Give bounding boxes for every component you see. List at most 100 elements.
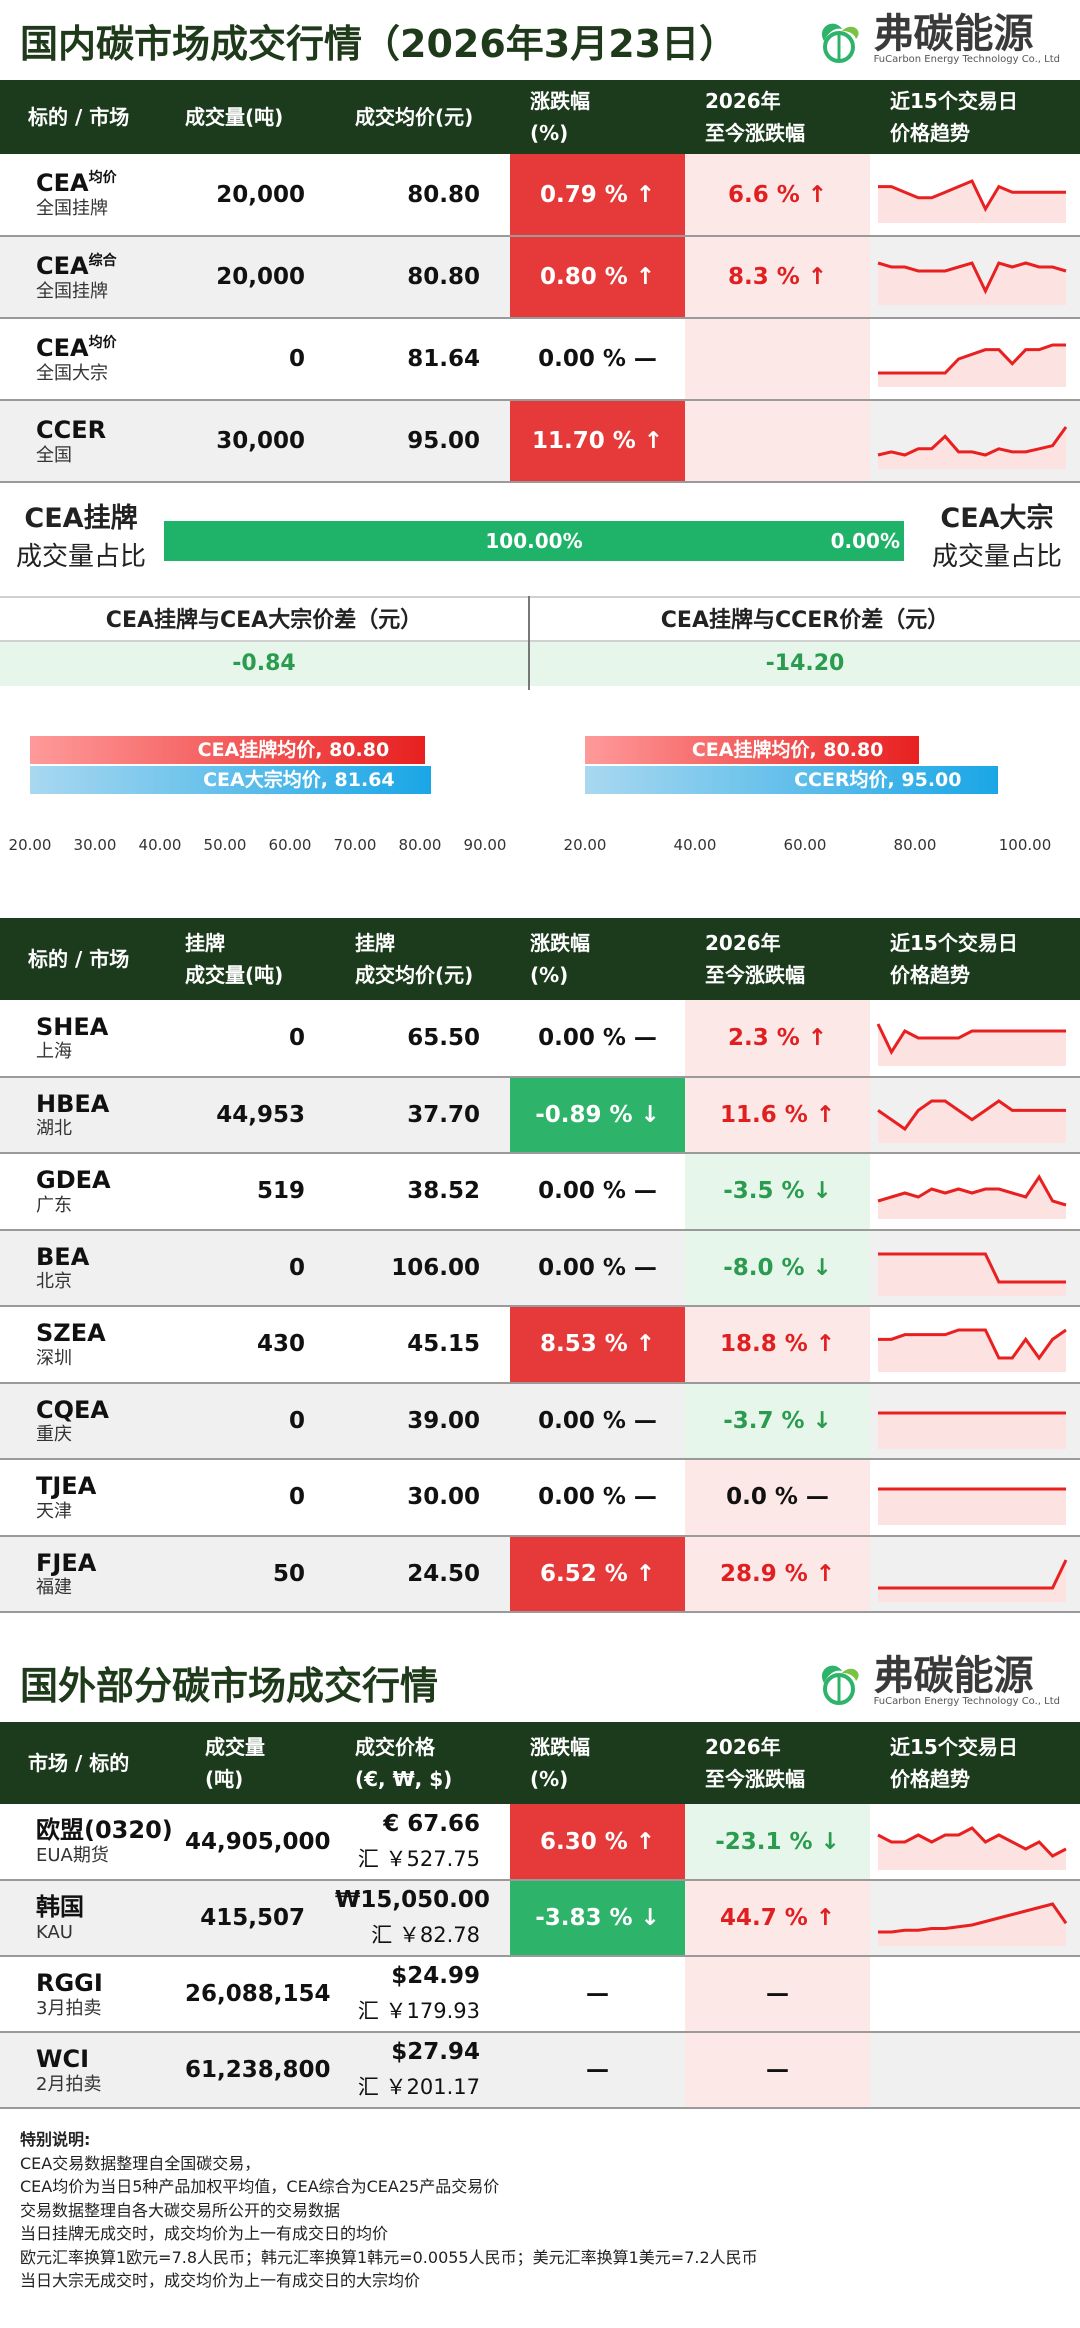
diff-cea-bulk: CEA挂牌与CEA大宗价差（元） -0.84 (0, 596, 530, 690)
symbol-market: 3月拍卖 (36, 1997, 102, 2019)
symbol-cell: SHEA 上海 (0, 1000, 165, 1078)
symbol-code: GDEA (36, 1166, 111, 1195)
price-cell: 45.15 (335, 1306, 510, 1384)
ytd-change-cell: -8.0 % ↓ (685, 1229, 870, 1307)
symbol-cell: CQEA 重庆 (0, 1382, 165, 1460)
symbol-code: HBEA (36, 1089, 110, 1118)
symbol-cell: CEA综合 全国挂牌 (0, 236, 165, 319)
volume-cell: 61,238,800 (185, 2032, 335, 2109)
symbol-cell: HBEA 湖北 (0, 1076, 165, 1154)
trend-sparkline (878, 1328, 1067, 1373)
symbol-code: WCI (36, 2044, 90, 2073)
ytd-change-cell: 2.3 % ↑ (685, 1000, 870, 1078)
tick-label: 60.00 (783, 836, 827, 854)
symbol-code: SHEA (36, 1012, 109, 1041)
tick-label: 40.00 (138, 836, 182, 854)
trend-line (877, 1098, 1066, 1131)
notes-section: 特别说明: CEA交易数据整理自全国碳交易， CEA均价为当日5种产品加权平均值，… (20, 2128, 758, 2293)
note-line: 交易数据整理自各大碳交易所公开的交易数据 (20, 2200, 341, 2220)
price-value: $24.99 (391, 1963, 480, 1989)
trend-area (878, 1330, 1066, 1373)
tick-label: 80.00 (893, 836, 937, 854)
price-value: $27.94 (391, 2039, 480, 2065)
share-bar: 100.00% 0.00% (164, 521, 904, 561)
trend-area (878, 1100, 1066, 1143)
change-cell: 0.00 % — (510, 318, 685, 401)
trend-cell (870, 2032, 1080, 2109)
change-cell: -0.89 % ↓ (510, 1076, 685, 1154)
trend-cell (870, 1229, 1080, 1307)
price-value: 30.00 (407, 1484, 480, 1511)
price-cny: 汇 ￥82.78 (371, 1923, 480, 1947)
volume-cell: 50 (165, 1535, 335, 1613)
trend-sparkline (878, 343, 1066, 387)
tick-label: 100.00 (998, 836, 1052, 854)
change-cell: 0.00 % — (510, 1153, 685, 1231)
logo-en: FuCarbon Energy Technology Co., Ltd (873, 1696, 1060, 1707)
ytd-change-cell: — (685, 2032, 870, 2109)
share-left-subtitle: 成交量占比 (16, 542, 147, 572)
ytd-change-cell: 28.9 % ↑ (685, 1535, 870, 1613)
price-cell: 81.64 (335, 318, 510, 401)
change-cell: 0.00 % — (510, 1229, 685, 1307)
volume-cell: 415,507 (185, 1880, 335, 1957)
table-row: CEA均价 全国大宗 0 81.64 0.00 % — (0, 318, 1080, 401)
table-header-row: 标的 / 市场 成交量(吨) 成交均价(元) 涨跌幅 (%) 2026年 至今涨跌幅 近1… (0, 80, 1080, 154)
trend-line (877, 1174, 1067, 1207)
price-cell: 65.50 (335, 1000, 510, 1078)
price-compare-chart-left: CEA挂牌均价, 80.80 CEA大宗均价, 81.64 20.00 30.00 40… (9, 708, 506, 878)
diff-cea-ccer-value: -14.20 (530, 642, 1080, 686)
volume-cell: 44,905,000 (185, 1804, 335, 1881)
trend-cell (870, 318, 1080, 401)
change-cell: -3.83 % ↓ (510, 1880, 685, 1957)
international-market-table: 市场 / 标的 成交量 (吨) 成交价格 (€, ₩, $) 涨跌幅 (%) 2026年… (0, 1722, 1080, 2109)
ytd-change-cell: -23.1 % ↓ (685, 1804, 870, 1881)
symbol-code: CEA综合 (36, 251, 117, 280)
symbol-code: CEA均价 (36, 333, 117, 362)
table-header-row: 市场 / 标的 成交量 (吨) 成交价格 (€, ₩, $) 涨跌幅 (%) 2026年… (0, 1722, 1080, 1804)
trend-cell (870, 1000, 1080, 1078)
trend-cell (870, 1382, 1080, 1460)
change-cell: 0.80 % ↑ (510, 236, 685, 319)
symbol-cell: CEA均价 全国挂牌 (0, 154, 165, 237)
change-cell: 0.00 % — (510, 1382, 685, 1460)
price-cell: ₩15,050.00 汇 ￥82.78 (335, 1880, 510, 1957)
table-header-row: 标的 / 市场 挂牌 成交量(吨) 挂牌 成交均价(元) 涨跌幅 (%) 2026年 至… (0, 918, 1080, 1000)
trend-area (878, 1489, 1066, 1526)
trend-line (877, 426, 1068, 457)
logo-cn: 弗碳能源 (873, 11, 1034, 57)
tick-label: 70.00 (333, 836, 377, 854)
trend-line (877, 1825, 1067, 1858)
trend-area (878, 345, 1066, 387)
symbol-cell: CCER 全国 (0, 400, 165, 483)
symbol-market: 全国挂牌 (36, 198, 108, 220)
table-row: SZEA 深圳 430 45.15 8.53 % ↑ 18.8 % ↑ (0, 1306, 1080, 1384)
note-line: 当日大宗无成交时，成交均价为上一有成交日的大宗均价 (20, 2271, 421, 2290)
volume-cell: 0 (165, 1229, 335, 1307)
symbol-code: 欧盟(0320) (36, 1816, 173, 1845)
change-cell: 6.30 % ↑ (510, 1804, 685, 1881)
trend-area (878, 180, 1066, 223)
change-cell: — (510, 2032, 685, 2109)
diff-cea-ccer: CEA挂牌与CCER价差（元） -14.20 (530, 596, 1080, 690)
header-cell: 挂牌 成交量(吨) (165, 918, 335, 1000)
price-value: € 67.66 (383, 1810, 480, 1837)
price-cell: $24.99 汇 ￥179.93 (335, 1956, 510, 2033)
volume-cell: 430 (165, 1306, 335, 1384)
ytd-change-cell: 11.6 % ↑ (685, 1076, 870, 1154)
price-diff-section: CEA挂牌与CEA大宗价差（元） -0.84 CEA挂牌与CCER价差（元） -… (0, 596, 1080, 690)
header-cell: 2026年 至今涨跌幅 (685, 1722, 870, 1804)
tick-label: 20.00 (563, 836, 607, 854)
price-value: 39.00 (407, 1407, 480, 1434)
tick-label: 40.00 (673, 836, 717, 854)
header-cell: 涨跌幅 (%) (510, 80, 685, 154)
table-row: CEA均价 全国挂牌 20,000 80.80 0.79 % ↑ 6.6 % ↑ (0, 154, 1080, 237)
price-value: 80.80 (407, 264, 480, 290)
table-row: RGGI 3月拍卖 26,088,154 $24.99 汇 ￥179.93— — (0, 1956, 1080, 2033)
share-left-pct: 100.00% (485, 529, 583, 553)
volume-cell: 0 (165, 1459, 335, 1537)
symbol-market: 深圳 (36, 1347, 72, 1369)
header-cell: 涨跌幅 (%) (510, 1722, 685, 1804)
trend-sparkline (878, 1902, 1068, 1946)
note-line: CEA交易数据整理自全国碳交易， (20, 2153, 261, 2173)
